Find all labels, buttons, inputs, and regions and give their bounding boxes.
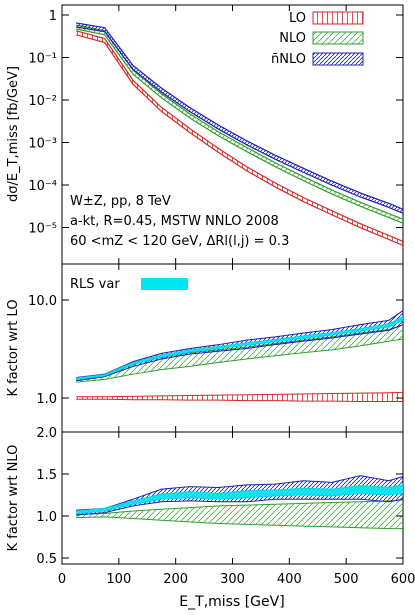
- band-upper-nlo: [76, 499, 404, 515]
- band-lower-nnnlo: [76, 498, 404, 516]
- series-upper-lo: [76, 30, 404, 242]
- top-ylabel: dσ/E_T,miss [fb/GeV]: [6, 66, 21, 202]
- bottom-ylabel: K factor wrt NLO: [6, 445, 21, 552]
- band-lower-rls-var: [76, 492, 404, 514]
- band-lower-lo: [76, 398, 403, 403]
- top-ytick-label: 10⁻⁴: [28, 179, 57, 194]
- band-upper-nnnlo: [76, 310, 404, 378]
- middle-ytick-label: 10.0: [28, 294, 57, 309]
- bottom-ytick-label: 0.5: [36, 552, 57, 567]
- xlabel: E_T,miss [GeV]: [179, 594, 284, 610]
- series-upper-nnnlo: [76, 22, 404, 210]
- legend-label-nlo: NLO: [279, 31, 306, 46]
- xtick-label: 0: [58, 572, 66, 587]
- top-panel-marks: [76, 22, 404, 247]
- xtick-label: 500: [334, 572, 359, 587]
- xtick-label: 400: [277, 572, 302, 587]
- xtick-label: 100: [106, 572, 131, 587]
- xtick-label: 600: [391, 572, 415, 587]
- band-lower-rls-var: [76, 319, 404, 381]
- middle-panel-marks: [76, 310, 404, 403]
- series-lower-nlo: [76, 28, 404, 224]
- series-lower-nnnlo: [76, 26, 404, 214]
- top-ytick-label: 10⁻²: [28, 94, 57, 109]
- annotation-process: W±Z, pp, 8 TeV: [70, 194, 171, 209]
- axes-ticks: 1 10⁻¹ 10⁻² 10⁻³ 10⁻⁴ 10⁻⁵ 10.0 1.0 2.0 1.5 1.0 0.5…: [28, 5, 415, 587]
- top-ytick-label: 10⁻³: [28, 137, 57, 152]
- band-upper-nnnlo: [76, 475, 404, 511]
- bottom-panel-marks: [76, 475, 404, 530]
- band-lower-nnnlo: [76, 324, 404, 382]
- band-upper-lo: [76, 391, 404, 398]
- band-upper-rls-var: [76, 315, 404, 379]
- top-ytick-label: 1: [49, 9, 57, 24]
- middle-ytick-label: 1.0: [36, 392, 57, 407]
- legend-label-rls: RLS var: [70, 277, 120, 292]
- legend-label-nnlo: n̄NLO: [271, 52, 306, 67]
- band-lower-nlo: [76, 516, 403, 530]
- series-band-nnnlo: [76, 22, 403, 214]
- legend-swatch-lo: [312, 11, 364, 25]
- xtick-label: 300: [220, 572, 245, 587]
- bottom-ytick-label: 2.0: [36, 426, 57, 441]
- top-ytick-label: 10⁻⁵: [28, 222, 57, 237]
- annotation-cuts: 60 <mZ < 120 GeV, ΔRl(l,j) = 0.3: [70, 234, 289, 249]
- bottom-ytick-label: 1.0: [36, 510, 57, 525]
- bottom-ytick-label: 1.5: [36, 468, 57, 483]
- band-rls-var: [76, 484, 403, 514]
- legend-label-lo: LO: [289, 11, 306, 26]
- annotation-jets: a-kt, R=0.45, MSTW NNLO 2008: [70, 214, 279, 229]
- band-lower-nlo: [76, 338, 404, 383]
- legend-swatch-rls: [141, 278, 188, 290]
- band-nlo: [76, 500, 403, 529]
- band-upper-rls-var: [76, 484, 404, 512]
- legend-swatch-nnlo: [312, 52, 364, 66]
- series-lower-lo: [76, 34, 404, 247]
- xtick-label: 200: [163, 572, 188, 587]
- legend-swatch-nlo: [312, 31, 364, 45]
- top-ytick-label: 10⁻¹: [28, 52, 57, 67]
- middle-ylabel: K factor wrt LO: [6, 299, 21, 396]
